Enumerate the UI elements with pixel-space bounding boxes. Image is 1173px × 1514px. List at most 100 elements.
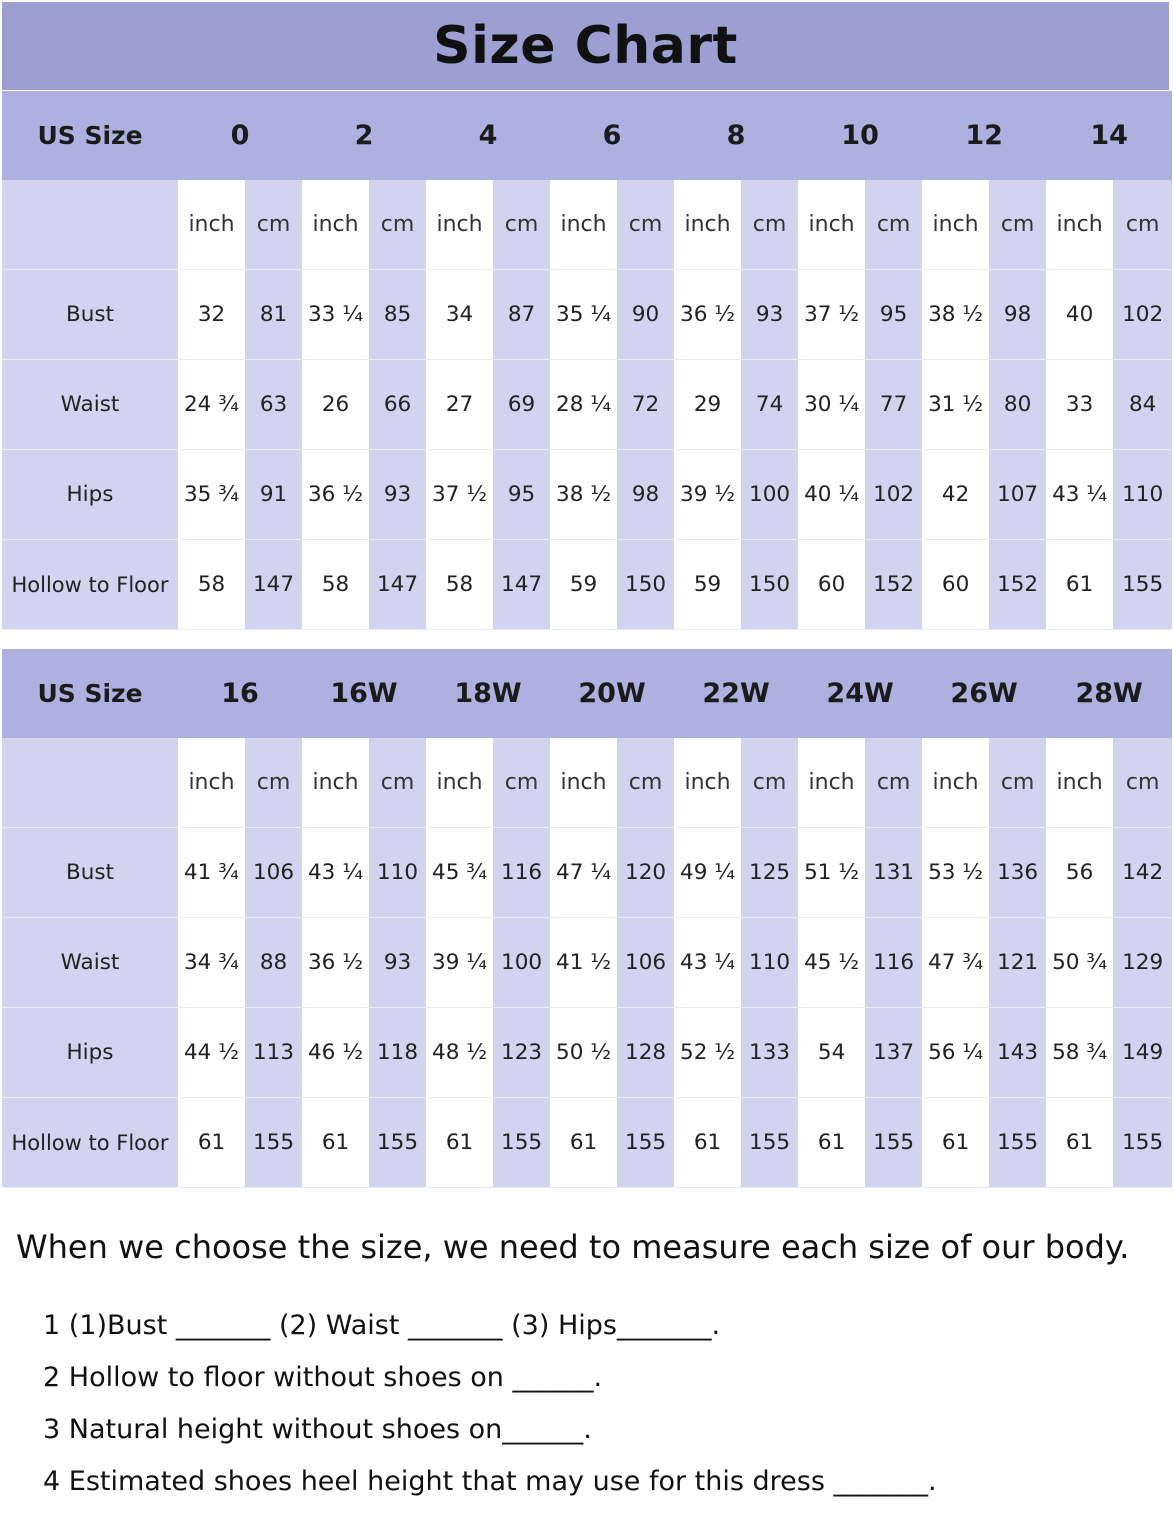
row-label: Hollow to Floor [2, 539, 178, 630]
measurement-cell: 107 [989, 449, 1047, 540]
title-band: Size Chart [2, 2, 1169, 90]
measurement-cell: 59 [550, 539, 618, 630]
measurement-row: Bust 41 ¾ 106 43 ¼ 110 45 ¾ 116 47 ¼ 120 49 ¼ 125 5… [2, 827, 1173, 918]
measurement-cell: 43 ¼ [674, 917, 742, 1008]
measurement-cell: 155 [493, 1097, 551, 1188]
unit-cell: inch [178, 738, 245, 828]
unit-cell: inch [798, 738, 866, 828]
measurement-cell: 43 ¼ [1046, 449, 1114, 540]
unit-cell: cm [1113, 180, 1173, 270]
measurement-cell: 95 [865, 269, 923, 360]
unit-cell: cm [741, 738, 799, 828]
measurement-cell: 27 [426, 359, 494, 450]
size-header-cell: 4 [426, 91, 551, 180]
unit-cell: inch [674, 180, 742, 270]
measurement-cell: 58 [302, 539, 370, 630]
measurement-cell: 113 [245, 1007, 303, 1098]
measurement-cell: 85 [369, 269, 427, 360]
row-label: Waist [2, 359, 178, 450]
measurement-cell: 147 [245, 539, 303, 630]
measurement-cell: 118 [369, 1007, 427, 1098]
measurement-cell: 39 ¼ [426, 917, 494, 1008]
unit-cell: inch [426, 738, 494, 828]
measurement-cell: 72 [617, 359, 675, 450]
measurement-cell: 149 [1113, 1007, 1173, 1098]
measurement-cell: 26 [302, 359, 370, 450]
measurement-row: Hollow to Floor 58 147 58 147 58 147 59 150 59 150… [2, 539, 1173, 630]
measurement-cell: 87 [493, 269, 551, 360]
size-header-cell: 6 [550, 91, 675, 180]
unit-cell: inch [178, 180, 245, 270]
size-header-cell: 24W [798, 649, 923, 738]
measurement-cell: 152 [865, 539, 923, 630]
measurement-cell: 30 ¼ [798, 359, 866, 450]
measurement-cell: 131 [865, 827, 923, 918]
measurement-cell: 54 [798, 1007, 866, 1098]
measurement-cell: 46 ½ [302, 1007, 370, 1098]
measurement-cell: 47 ¾ [922, 917, 990, 1008]
unit-cell: inch [302, 180, 370, 270]
measurement-cell: 41 ½ [550, 917, 618, 1008]
measurement-cell: 93 [369, 917, 427, 1008]
measurement-cell: 33 ¼ [302, 269, 370, 360]
us-size-label: US Size [2, 91, 178, 180]
measurement-cell: 61 [798, 1097, 866, 1188]
unit-cell: inch [674, 738, 742, 828]
measurement-row: Bust 32 81 33 ¼ 85 34 87 35 ¼ 90 36 ½ 93 37 ½ 95 38 ½… [2, 269, 1173, 360]
measurement-cell: 45 ¾ [426, 827, 494, 918]
measurement-cell: 36 ½ [674, 269, 742, 360]
measurement-cell: 60 [798, 539, 866, 630]
question-item: 3 Natural height without shoes on______. [43, 1414, 592, 1445]
measurement-cell: 36 ½ [302, 917, 370, 1008]
measurement-cell: 56 [1046, 827, 1114, 918]
measurement-cell: 56 ¼ [922, 1007, 990, 1098]
measurement-cell: 155 [617, 1097, 675, 1188]
measurement-cell: 52 ½ [674, 1007, 742, 1098]
question-list: 1 (1)Bust _______ (2) Waist _______ (3) … [43, 1306, 1163, 1514]
measurement-cell: 116 [493, 827, 551, 918]
measurement-cell: 110 [741, 917, 799, 1008]
unit-row-label [2, 738, 178, 828]
measurement-cell: 91 [245, 449, 303, 540]
row-label: Hips [2, 1007, 178, 1098]
measurement-cell: 61 [178, 1097, 245, 1188]
unit-cell: inch [550, 738, 618, 828]
size-header-cell: 2 [302, 91, 427, 180]
measurement-cell: 61 [550, 1097, 618, 1188]
unit-cell: cm [493, 180, 551, 270]
unit-row-label [2, 180, 178, 270]
measurement-cell: 137 [865, 1007, 923, 1098]
measurement-cell: 28 ¼ [550, 359, 618, 450]
measurement-cell: 128 [617, 1007, 675, 1098]
unit-cell: inch [550, 180, 618, 270]
measurement-cell: 110 [369, 827, 427, 918]
size-table-top: US Size 0 2 4 6 8 10 12 14 inch cm inch cm inch cm inch… [2, 91, 1173, 630]
question-item: 4 Estimated shoes heel height that may u… [43, 1466, 937, 1497]
measurement-cell: 43 ¼ [302, 827, 370, 918]
unit-cell: cm [245, 180, 303, 270]
measurement-cell: 41 ¾ [178, 827, 245, 918]
measurement-row: Hips 44 ½ 113 46 ½ 118 48 ½ 123 50 ½ 128 52 ½ 133 5… [2, 1007, 1173, 1098]
measurement-cell: 155 [741, 1097, 799, 1188]
unit-cell: cm [989, 180, 1047, 270]
row-label: Bust [2, 827, 178, 918]
unit-row: inch cm inch cm inch cm inch cm inch cm inch cm inch… [2, 180, 1173, 270]
measurement-cell: 106 [245, 827, 303, 918]
measurement-row: Hollow to Floor 61 155 61 155 61 155 61 155 61 155… [2, 1097, 1173, 1188]
row-label: Bust [2, 269, 178, 360]
measurement-cell: 59 [674, 539, 742, 630]
measurement-cell: 84 [1113, 359, 1173, 450]
measurement-cell: 136 [989, 827, 1047, 918]
measurement-cell: 32 [178, 269, 245, 360]
measurement-cell: 155 [865, 1097, 923, 1188]
measurement-cell: 61 [302, 1097, 370, 1188]
unit-cell: cm [865, 180, 923, 270]
size-header-cell: 20W [550, 649, 675, 738]
us-size-label: US Size [2, 649, 178, 738]
measurement-cell: 38 ½ [922, 269, 990, 360]
unit-cell: cm [741, 180, 799, 270]
measurement-cell: 155 [369, 1097, 427, 1188]
measurement-cell: 152 [989, 539, 1047, 630]
size-header-cell: 0 [178, 91, 303, 180]
